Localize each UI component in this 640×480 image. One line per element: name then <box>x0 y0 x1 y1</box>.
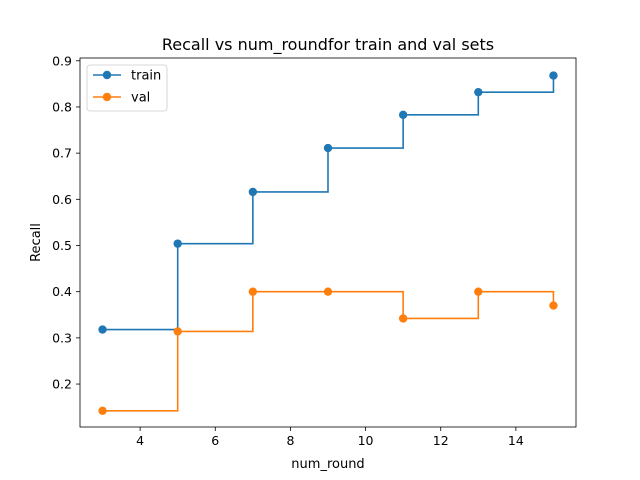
y-tick-label: 0.9 <box>52 53 72 68</box>
legend-items: train val <box>93 69 161 106</box>
data-point-val <box>98 406 107 416</box>
data-point-val <box>323 287 333 296</box>
y-tick-label: 0.5 <box>52 238 72 253</box>
data-point-train <box>173 239 182 248</box>
data-point-train <box>248 187 258 197</box>
x-tick-label: 6 <box>211 433 219 448</box>
data-point-train <box>474 87 483 97</box>
x-axis: 4 6 8 10 12 14 <box>136 427 524 448</box>
data-point-train <box>323 143 333 153</box>
legend-marker-val <box>102 92 112 102</box>
data-point-val <box>549 301 558 310</box>
y-tick-label: 0.3 <box>52 330 72 345</box>
chart-title: Recall vs num_roundfor train and val set… <box>162 35 494 55</box>
y-tick-label: 0.7 <box>52 146 72 161</box>
y-tick-label: 0.8 <box>52 99 72 114</box>
data-point-val <box>248 287 258 296</box>
data-point-val <box>173 327 182 336</box>
data-point-val <box>398 314 408 323</box>
data-point-val <box>474 287 483 296</box>
y-tick-label: 0.4 <box>52 284 72 299</box>
data-point-train <box>98 325 107 334</box>
series-line-val <box>102 290 555 412</box>
legend: train val <box>86 64 168 112</box>
plot-frame <box>79 57 577 428</box>
y-axis: 0.2 0.3 0.4 0.5 0.6 0.7 0.8 0.9 <box>52 53 80 392</box>
series-layer <box>98 71 558 416</box>
x-tick-label: 4 <box>136 433 144 448</box>
legend-label-val: val <box>131 91 150 106</box>
y-axis-label: Recall <box>29 223 44 262</box>
series-val <box>98 287 558 416</box>
legend-label-train: train <box>131 69 161 84</box>
data-point-train <box>549 71 558 80</box>
x-tick-label: 10 <box>358 433 374 448</box>
plot-area <box>80 58 576 427</box>
x-tick-label: 14 <box>508 433 524 448</box>
y-tick-label: 0.6 <box>52 192 72 207</box>
data-point-train <box>398 110 408 120</box>
legend-marker-train <box>102 70 112 80</box>
x-tick-label: 12 <box>433 433 449 448</box>
series-train <box>98 71 558 334</box>
y-tick-label: 0.2 <box>52 377 72 392</box>
x-axis-label: num_round <box>291 457 364 472</box>
x-tick-label: 8 <box>286 433 294 448</box>
